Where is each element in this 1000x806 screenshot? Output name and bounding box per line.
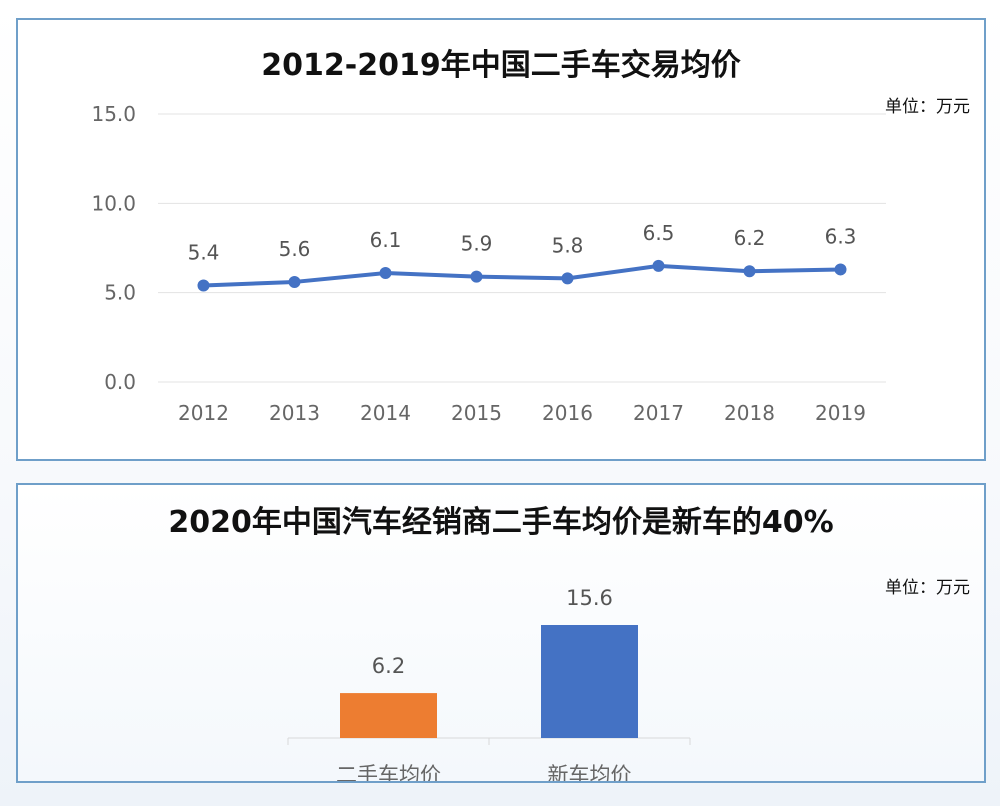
bar-chart-plot: 6.2 二手车均价 15.6 新车均价 <box>287 586 691 781</box>
x-tick-label: 2016 <box>542 401 593 425</box>
data-point <box>379 267 392 280</box>
data-point <box>197 279 210 292</box>
x-tick-label: 2014 <box>360 401 411 425</box>
data-label: 5.8 <box>552 233 584 257</box>
data-label: 6.2 <box>734 226 766 250</box>
x-category-label: 新车均价 <box>548 763 632 781</box>
data-label: 6.5 <box>643 221 675 245</box>
data-point <box>743 265 756 278</box>
y-tick-label: 0.0 <box>104 370 136 394</box>
y-tick-label: 5.0 <box>104 281 136 305</box>
x-tick-label: 2012 <box>178 401 229 425</box>
x-tick-label: 2015 <box>451 401 502 425</box>
data-point <box>288 275 301 288</box>
data-point <box>561 272 574 285</box>
x-tick-label: 2017 <box>633 401 684 425</box>
data-point <box>834 263 847 276</box>
x-tick-label: 2018 <box>724 401 775 425</box>
series-line <box>203 263 841 288</box>
bar <box>340 693 437 738</box>
bar-value-label: 6.2 <box>372 654 405 678</box>
bar-chart-title: 2020年中国汽车经销商二手车均价是新车的40% <box>168 505 834 540</box>
data-label: 5.6 <box>279 237 311 261</box>
bar-value-label: 15.6 <box>566 586 613 610</box>
data-label: 5.9 <box>461 232 493 256</box>
line-chart-plot: 0.0 5.0 10.0 15.0 2012 2013 2014 2015 2016 2017 20… <box>91 102 886 425</box>
data-label: 5.4 <box>188 241 220 265</box>
y-tick-label: 10.0 <box>91 191 136 215</box>
line-chart-unit-label: 单位：万元 <box>885 97 970 117</box>
line-chart-title: 2012-2019年中国二手车交易均价 <box>261 48 741 83</box>
bar-chart-panel: 2020年中国汽车经销商二手车均价是新车的40% 单位：万元 6.2 二手车均价 1… <box>16 483 986 783</box>
bar-chart-unit-label: 单位：万元 <box>885 578 970 598</box>
x-category-label: 二手车均价 <box>336 763 441 781</box>
y-tick-label: 15.0 <box>91 102 136 126</box>
line-chart-panel: 2012-2019年中国二手车交易均价 单位：万元 0.0 5.0 10.0 15.0… <box>16 18 986 461</box>
data-label: 6.3 <box>825 224 857 248</box>
bar <box>541 625 638 738</box>
x-tick-label: 2019 <box>815 401 866 425</box>
data-point <box>652 259 665 272</box>
x-tick-label: 2013 <box>269 401 320 425</box>
data-point <box>470 270 483 283</box>
data-label: 6.1 <box>370 228 402 252</box>
